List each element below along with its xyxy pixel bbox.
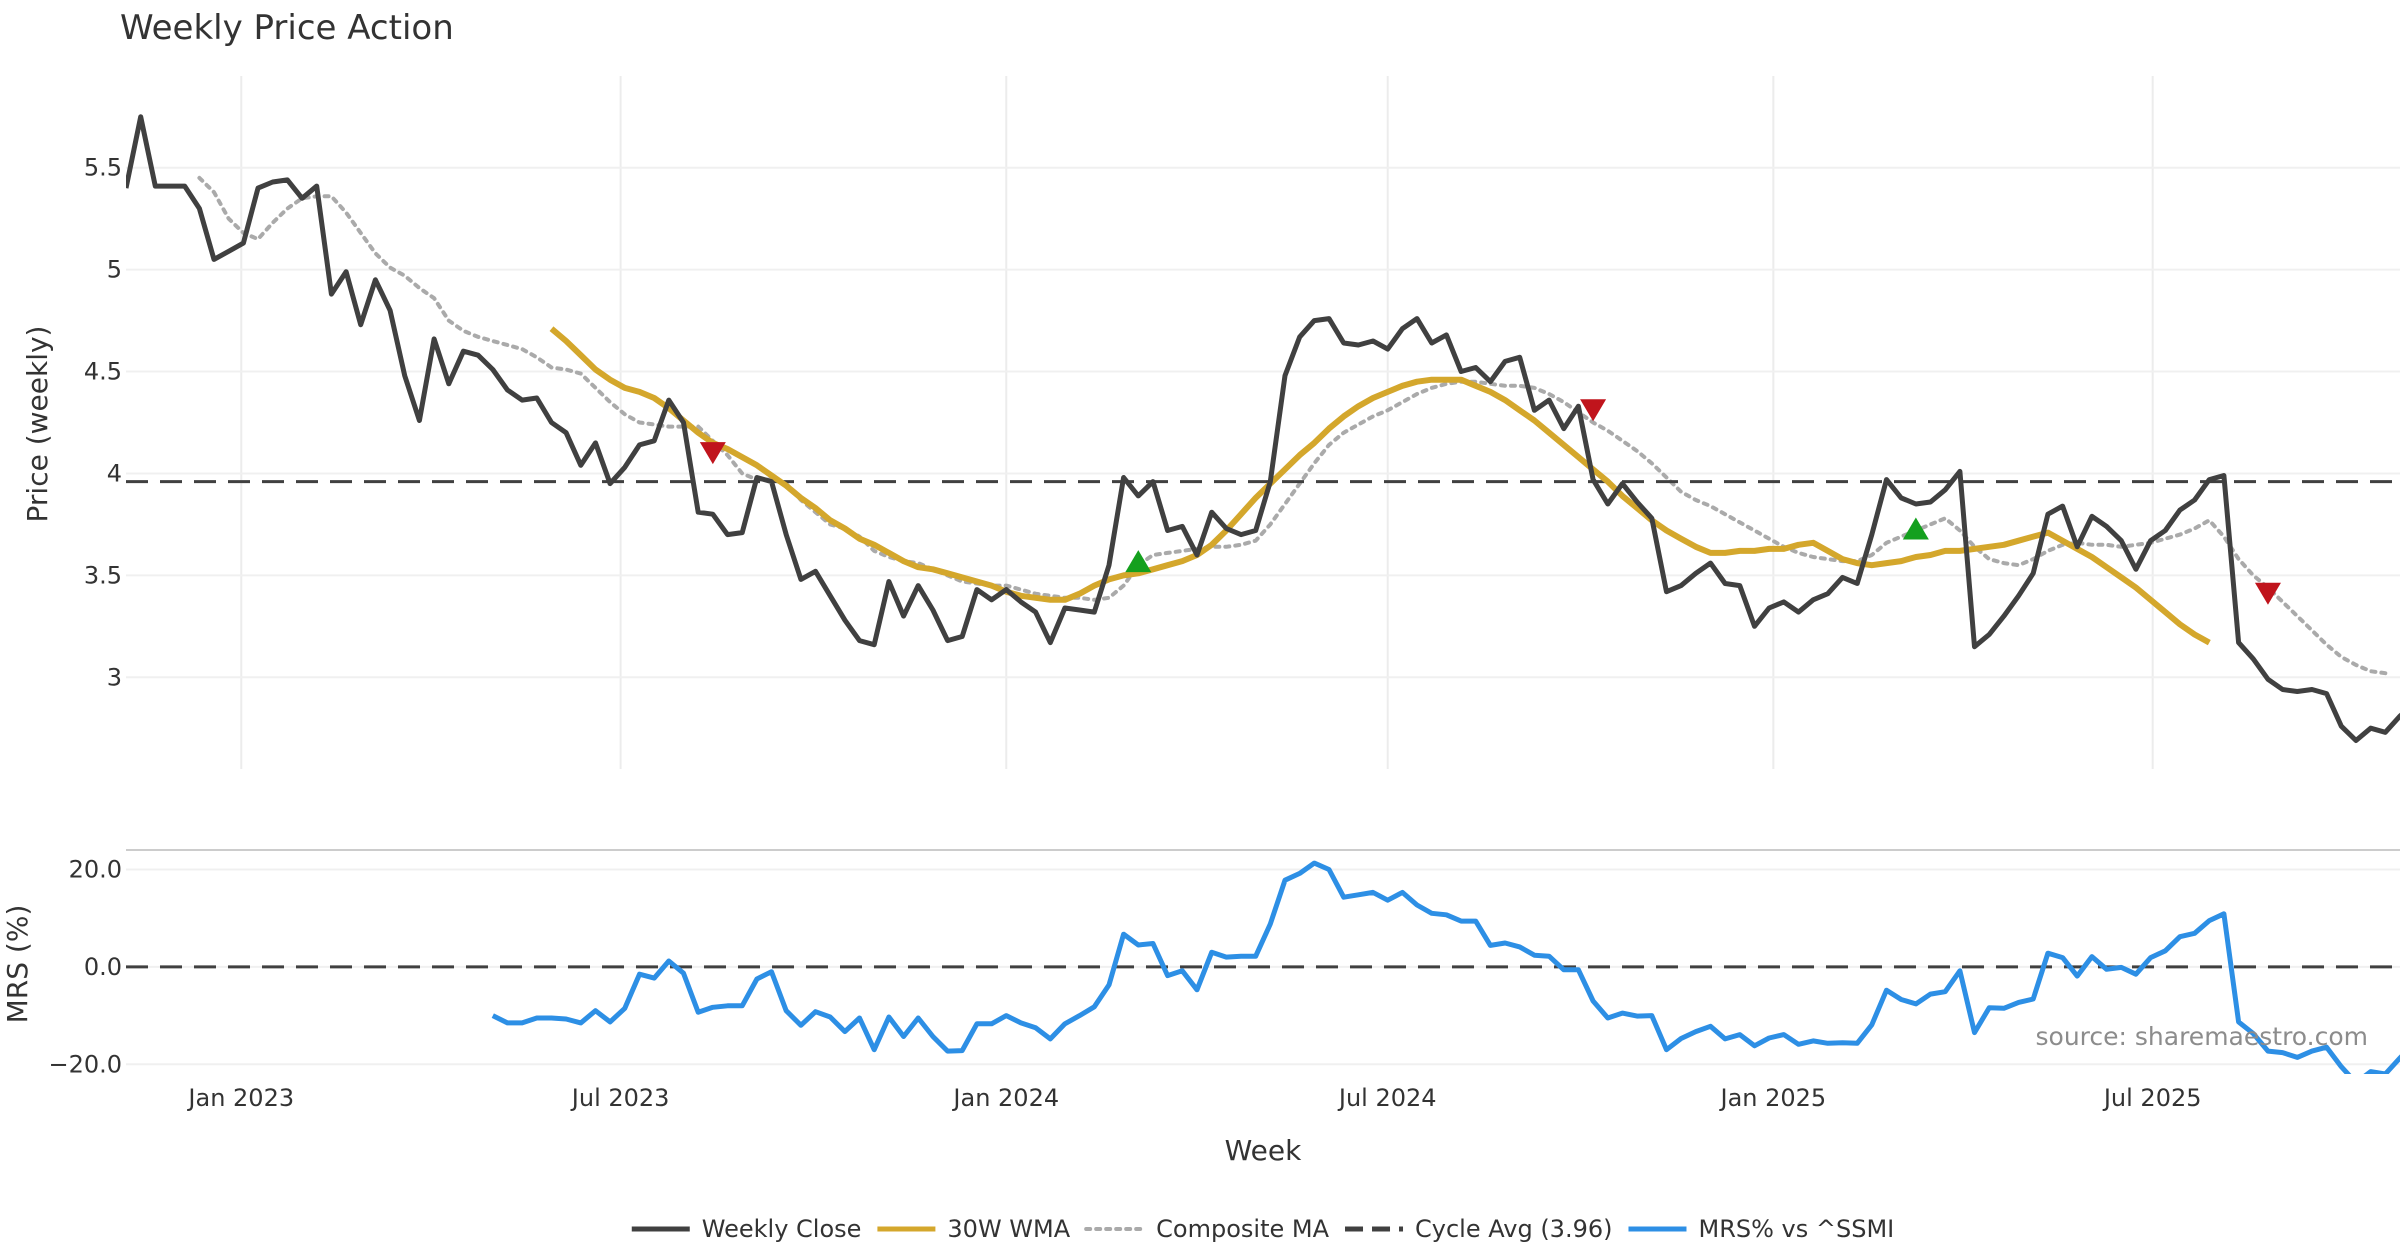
legend-label-weekly-close: Weekly Close (702, 1215, 862, 1243)
mrs-y-tick-2: −20.0 (48, 1050, 122, 1078)
x-tick-jul-2025: Jul 2025 (2102, 1084, 2202, 1112)
x-tick-jul-2023: Jul 2023 (570, 1084, 670, 1112)
mrs-y-axis-ticks: 20.0 0.0 −20.0 (48, 855, 122, 1078)
legend-label-composite-ma: Composite MA (1156, 1215, 1329, 1243)
price-y-tick-4-5: 4.5 (84, 358, 122, 386)
x-tick-jul-2024: Jul 2024 (1337, 1084, 1437, 1112)
mrs-y-tick-0: 20.0 (69, 855, 122, 883)
price-y-axis-title: Price (weekly) (21, 326, 54, 523)
price-y-tick-4: 4 (107, 459, 122, 487)
series-mrs-vs-ssmi (491, 860, 2400, 1074)
price-y-tick-3: 3 (107, 663, 122, 691)
x-axis-title: Week (1225, 1134, 1302, 1167)
price-y-tick-3-5: 3.5 (84, 561, 122, 589)
mrs-series (126, 860, 2400, 1074)
legend-item-30w-wma: 30W WMA (877, 1215, 1071, 1243)
buy-signal-marker-3 (1902, 517, 1929, 540)
mrs-panel: 20.0 0.0 −20.0 MRS (%) source: sharemaestr… (1, 849, 2400, 1078)
mrs-y-axis-title: MRS (%) (1, 905, 34, 1024)
price-signals (699, 399, 2281, 605)
price-y-tick-5-5: 5.5 (84, 154, 122, 182)
legend-label-30w-wma: 30W WMA (947, 1215, 1070, 1243)
buy-signal-marker-1 (1125, 550, 1152, 573)
sell-signal-marker-0 (699, 442, 726, 465)
mrs-y-tick-1: 0.0 (84, 953, 122, 981)
price-gridlines (126, 76, 2400, 769)
legend-label-cycle-avg-3-96: Cycle Avg (3.96) (1415, 1215, 1612, 1243)
price-series (126, 114, 2400, 743)
price-y-tick-5: 5 (107, 256, 122, 284)
x-tick-jan-2023: Jan 2023 (186, 1084, 294, 1112)
legend-label-mrs-vs-ssmi: MRS% vs ^SSMI (1698, 1215, 1894, 1243)
source-note: source: sharemaestro.com (2036, 1022, 2369, 1051)
legend-item-composite-ma: Composite MA (1084, 1215, 1330, 1243)
price-panel: 3 3.5 4 4.5 5 5.5 Price (weekly) (21, 76, 2400, 769)
sell-signal-marker-2 (1580, 399, 1607, 422)
x-tick-jan-2024: Jan 2024 (951, 1084, 1059, 1112)
chart-title: Weekly Price Action (120, 8, 454, 48)
series-30w-wma (549, 326, 2211, 646)
x-axis-ticks: Jan 2023 Jul 2023 Jan 2024 Jul 2024 Jan 2025… (186, 1084, 2201, 1112)
legend-item-cycle-avg-3-96: Cycle Avg (3.96) (1345, 1215, 1612, 1243)
legend-item-mrs-vs-ssmi: MRS% vs ^SSMI (1628, 1215, 1894, 1243)
price-y-axis-ticks: 3 3.5 4 4.5 5 5.5 (84, 154, 122, 692)
series-weekly-close (126, 114, 2400, 743)
sell-signal-marker-4 (2254, 582, 2281, 605)
series-composite-ma (197, 175, 2388, 676)
x-tick-jan-2025: Jan 2025 (1718, 1084, 1826, 1112)
legend-item-weekly-close: Weekly Close (631, 1215, 862, 1243)
legend: Weekly Close 30W WMA Composite MA Cycle Avg… (631, 1215, 1894, 1243)
